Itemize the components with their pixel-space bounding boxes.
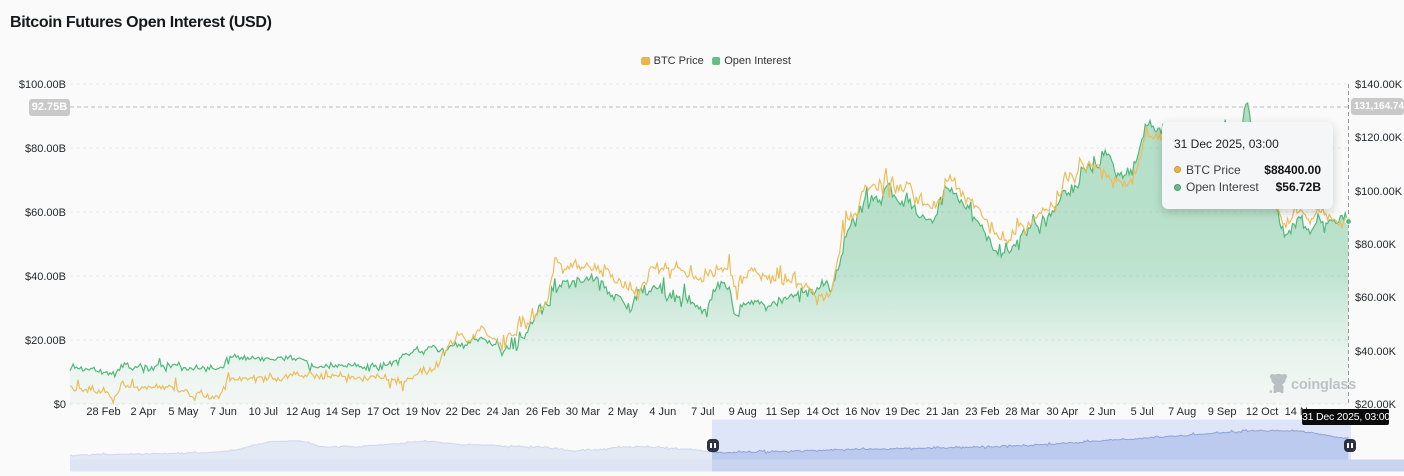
svg-text:coinglass: coinglass [1291,377,1356,393]
